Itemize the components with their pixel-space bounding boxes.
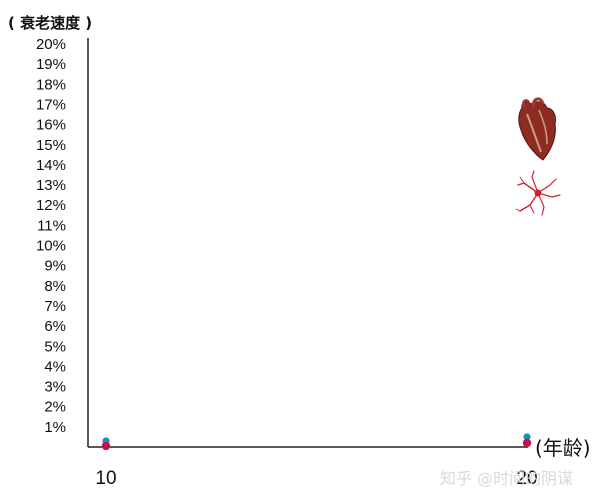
y-tick-label: 16% — [36, 117, 66, 134]
y-tick-label: 19% — [36, 56, 66, 73]
y-axis-title: ( 衰老速度 ) — [8, 14, 92, 32]
y-tick-label: 20% — [36, 36, 66, 53]
y-tick-label: 18% — [36, 76, 66, 93]
neuron-icon — [515, 170, 561, 216]
data-point — [522, 438, 532, 448]
y-tick-label: 12% — [36, 197, 66, 214]
y-tick-label: 1% — [44, 419, 66, 436]
data-point — [523, 433, 531, 441]
y-tick-label: 13% — [36, 177, 66, 194]
y-tick-label: 8% — [44, 278, 66, 295]
y-tick-label: 3% — [44, 379, 66, 396]
y-tick-label: 10% — [36, 238, 66, 255]
y-tick-label: 17% — [36, 96, 66, 113]
x-tick-label: 10 — [95, 468, 116, 489]
data-point — [101, 441, 111, 451]
watermark: 知乎 @时间的阴谋 — [440, 469, 573, 488]
y-tick-label: 4% — [44, 358, 66, 375]
y-tick-label: 15% — [36, 137, 66, 154]
heart-icon — [518, 97, 556, 161]
x-tick-label: 20 — [516, 468, 537, 489]
y-tick-label: 5% — [44, 338, 66, 355]
y-tick-label: 2% — [44, 399, 66, 416]
x-axis-title: (年龄) — [535, 436, 591, 460]
x-tick-labels: 102030405060708090100 — [95, 468, 537, 489]
y-tick-label: 9% — [44, 258, 66, 275]
y-tick-label: 6% — [44, 318, 66, 335]
y-tick-label: 7% — [44, 298, 66, 315]
y-tick-label: 14% — [36, 157, 66, 174]
data-points — [101, 433, 532, 451]
y-tick-labels: 1% 2% 3% 4% 5% 6% 7% 8% 9% 10% 11% 12% 13% 14% 15% 16% 1… — [36, 36, 66, 436]
y-tick-label: 11% — [37, 217, 66, 234]
